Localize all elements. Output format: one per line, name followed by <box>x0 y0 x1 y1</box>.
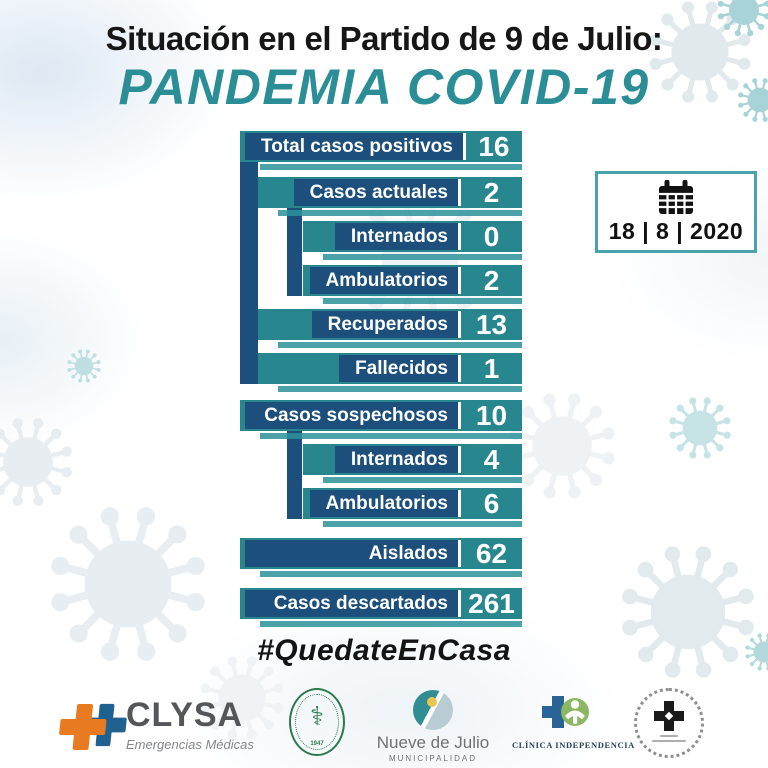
clinic-cross-icon <box>542 696 589 728</box>
stat-bar: Ambulatorios 2 <box>303 265 522 304</box>
clysa-name: CLYSA <box>126 696 244 734</box>
stat-bar: Casos actuales 2 <box>258 177 522 216</box>
logo-medical-society-seal: ⚕ 1947 <box>289 688 345 756</box>
stat-value: 13 <box>475 309 508 340</box>
stat-bar: Casos descartados 261 <box>240 588 522 627</box>
medical-crosses-icon <box>57 700 132 750</box>
stat-label: Casos descartados <box>245 590 461 617</box>
stat-bar: Internados 0 <box>303 221 522 260</box>
stat-label: Recuperados <box>311 311 461 338</box>
stat-value: 2 <box>483 177 500 208</box>
stat-bar: Internados 4 <box>303 444 522 483</box>
connector-line-actuales <box>287 199 302 296</box>
seal-ring <box>295 694 339 750</box>
clysa-subtitle: Emergencias Médicas <box>126 737 254 752</box>
stat-label: Casos actuales <box>293 179 461 206</box>
hashtag: #QuedateEnCasa <box>257 634 511 667</box>
calendar-icon <box>659 179 693 214</box>
seal-text-line <box>652 740 686 742</box>
page-title: Situación en el Partido de 9 de Julio: <box>105 20 663 57</box>
municipality-name: Nueve de Julio <box>376 733 490 752</box>
connector-line-positivos <box>240 131 258 384</box>
stat-label: Total casos positivos <box>245 133 466 160</box>
municipality-emblem-icon <box>413 690 453 730</box>
date-text: 18 | 8 | 2020 <box>608 217 744 244</box>
date-box: 18 | 8 | 2020 <box>595 171 757 253</box>
stat-bar: Recuperados 13 <box>258 309 522 348</box>
logo-nueve-de-julio: Nueve de Julio MUNICIPALIDAD <box>372 690 494 763</box>
stat-value: 62 <box>475 538 508 569</box>
stat-label: Internados <box>334 223 461 250</box>
stat-bar: Fallecidos 1 <box>258 353 522 392</box>
stat-value: 6 <box>483 488 500 519</box>
stat-label: Ambulatorios <box>309 490 461 517</box>
municipality-subtitle: MUNICIPALIDAD <box>388 754 478 763</box>
stat-label: Fallecidos <box>339 355 461 382</box>
orange-cross-icon <box>57 704 108 750</box>
logo-clysa: CLYSA Emergencias Médicas <box>57 694 254 760</box>
stat-bar: Aislados 62 <box>240 538 522 577</box>
stat-label: Aislados <box>245 540 461 567</box>
stat-bar: Ambulatorios 6 <box>303 488 522 527</box>
seal-chain-ring <box>634 688 704 758</box>
stat-value: 261 <box>468 588 515 619</box>
seal-year: 1947 <box>310 741 324 747</box>
sun-icon <box>427 697 437 707</box>
stat-value: 1 <box>483 353 500 384</box>
stat-value: 10 <box>475 400 508 431</box>
stat-value: 16 <box>478 131 510 162</box>
stat-bar: Casos sospechosos 10 <box>240 400 522 439</box>
stat-value: 4 <box>483 444 500 475</box>
clinic-name: CLÍNICA INDEPENDENCIA <box>512 740 635 750</box>
logo-clinica-independencia: CLÍNICA INDEPENDENCIA <box>512 692 635 758</box>
logo-round-seal <box>634 688 704 758</box>
stat-label: Casos sospechosos <box>245 402 461 429</box>
stat-label: Ambulatorios <box>309 267 461 294</box>
stat-value: 2 <box>483 265 500 296</box>
stat-bar: Total casos positivos 16 <box>240 131 522 170</box>
stat-value: 0 <box>483 221 500 252</box>
connector-line-sospechosos <box>287 422 302 519</box>
main-title: PANDEMIA COVID-19 <box>118 59 650 115</box>
seal-text-line <box>660 735 678 737</box>
stat-label: Internados <box>334 446 461 473</box>
hygieia-bowl-icon: ⚕ <box>309 701 325 731</box>
